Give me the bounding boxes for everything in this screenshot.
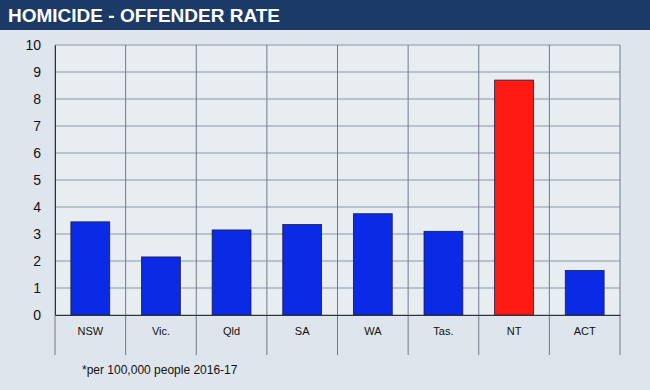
x-tick: WA	[364, 315, 382, 337]
bar	[353, 214, 392, 315]
y-axis: 0 1 2 3 4 5 6 7 8 9 10	[25, 37, 55, 323]
x-tick-label: Vic.	[152, 325, 170, 337]
x-axis-line	[56, 315, 621, 316]
separator	[337, 45, 338, 355]
separator	[478, 45, 479, 355]
separator	[55, 45, 56, 355]
y-tick: 1	[33, 280, 55, 296]
x-tick-label: NSW	[77, 325, 103, 337]
bar	[71, 222, 110, 315]
x-tick-label: Qld	[223, 325, 240, 337]
y-tick: 2	[33, 253, 55, 269]
separator	[549, 45, 550, 355]
separator	[408, 45, 409, 355]
y-tick: 7	[33, 118, 55, 134]
x-tick: SA	[295, 315, 310, 337]
x-tick: Qld	[223, 315, 240, 337]
bar	[495, 80, 534, 315]
y-tick: 5	[33, 172, 55, 188]
x-tick: NT	[507, 315, 522, 337]
y-tick-label: 1	[33, 280, 41, 296]
x-tick: ACT	[574, 315, 596, 337]
chart: HOMICIDE - OFFENDER RATE 0 1 2 3 4 5 6 7 8 9 10 NSW V…	[0, 0, 650, 390]
y-tick: 6	[33, 145, 55, 161]
y-tick: 0	[33, 307, 55, 323]
y-tick-label: 8	[33, 91, 41, 107]
title: HOMICIDE - OFFENDER RATE	[8, 5, 280, 26]
background	[0, 0, 650, 390]
bar	[212, 230, 251, 315]
y-tick-label: 7	[33, 118, 41, 134]
bar	[565, 270, 604, 315]
y-tick-label: 0	[33, 307, 41, 323]
y-tick: 8	[33, 91, 55, 107]
x-tick-label: ACT	[574, 325, 596, 337]
y-tick-label: 9	[33, 64, 41, 80]
separator	[620, 45, 621, 355]
separators	[55, 45, 620, 355]
x-tick: NSW	[77, 315, 103, 337]
title-banner	[0, 0, 650, 30]
x-tick-label: WA	[364, 325, 382, 337]
x-tick: Tas.	[433, 315, 453, 337]
bar	[424, 231, 463, 315]
x-tick-label: Tas.	[433, 325, 453, 337]
bar	[142, 257, 181, 315]
x-tick-label: SA	[295, 325, 310, 337]
plot: 0 1 2 3 4 5 6 7 8 9 10 NSW Vic. Qld SA WA Tas. NT ACT	[25, 37, 620, 355]
bars	[71, 80, 604, 315]
y-tick-label: 4	[33, 199, 41, 215]
x-tick: Vic.	[152, 315, 170, 337]
x-tick-label: NT	[507, 325, 522, 337]
y-tick-label: 5	[33, 172, 41, 188]
y-tick-label: 2	[33, 253, 41, 269]
y-tick-label: 6	[33, 145, 41, 161]
bar	[283, 225, 322, 315]
x-axis: NSW Vic. Qld SA WA Tas. NT ACT	[56, 315, 621, 337]
y-tick: 9	[33, 64, 55, 80]
separator	[266, 45, 267, 355]
y-tick: 3	[33, 226, 55, 242]
y-tick-label: 10	[25, 37, 41, 53]
caption: *per 100,000 people 2016-17	[82, 363, 238, 377]
y-tick: 4	[33, 199, 55, 215]
separator	[196, 45, 197, 355]
y-tick: 10	[25, 37, 55, 53]
y-tick-label: 3	[33, 226, 41, 242]
y-axis-line	[55, 46, 56, 316]
separator	[125, 45, 126, 355]
